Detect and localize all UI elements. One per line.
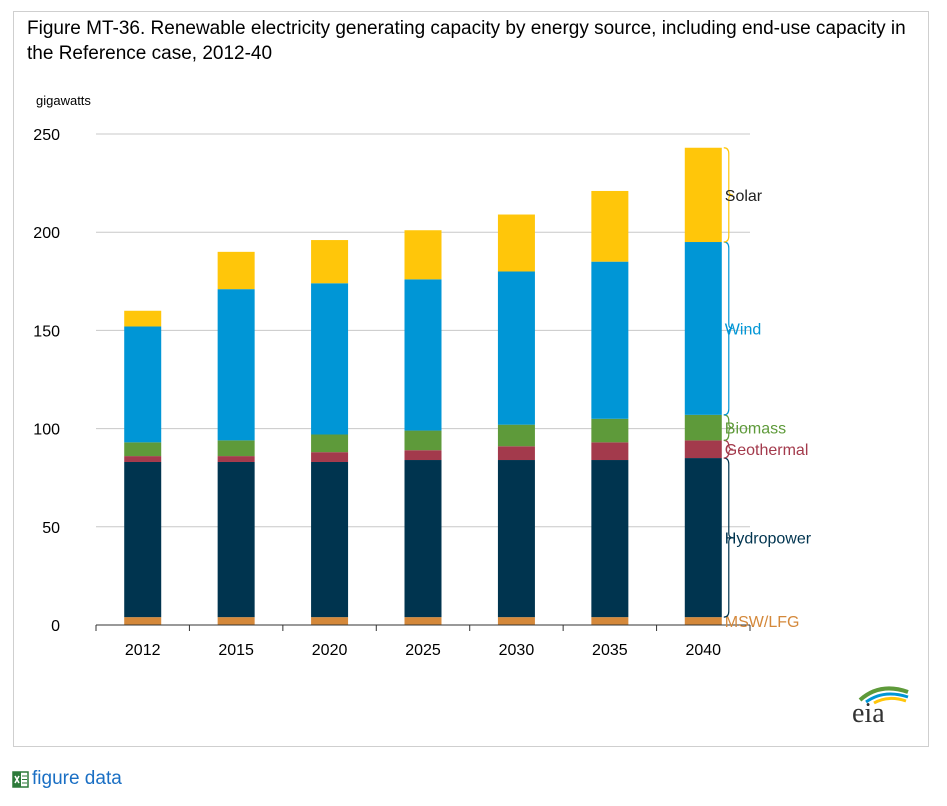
bar-segment-solar-2020	[311, 240, 349, 284]
y-tick-label: 200	[33, 225, 60, 242]
y-tick-label: 100	[33, 422, 60, 439]
bar-segment-wind-2030	[497, 271, 535, 425]
bar-segment-biomass-2030	[497, 424, 535, 447]
y-tick-label: 0	[51, 618, 60, 635]
bar-segment-biomass-2040	[684, 414, 722, 441]
legend-label-msw-lfg: MSW/LFG	[725, 614, 800, 631]
y-tick-label: 150	[33, 323, 60, 340]
bar-segment-geothermal-2015	[217, 456, 255, 462]
bar-segment-solar-2025	[404, 230, 442, 280]
bar-segment-solar-2015	[217, 251, 255, 290]
bar-segment-hydropower-2035	[591, 460, 629, 618]
bar-segment-geothermal-2012	[124, 456, 162, 462]
y-tick-label: 50	[42, 520, 60, 537]
bar-segment-msw-lfg-2020	[311, 617, 349, 625]
chart-title: Figure MT-36. Renewable electricity gene…	[27, 18, 906, 64]
legend-label-biomass: Biomass	[725, 421, 786, 438]
y-axis-unit-label: gigawatts	[36, 93, 91, 108]
y-tick-labels: 0 50 100 150 200 250	[33, 127, 60, 635]
bar-segment-geothermal-2035	[591, 442, 629, 461]
figure-data-link-label: figure data	[32, 768, 122, 789]
bar-segment-wind-2015	[217, 289, 255, 441]
legend-label-hydropower: Hydropower	[725, 531, 812, 548]
bar-segment-solar-2040	[684, 147, 722, 243]
bar-segment-wind-2025	[404, 279, 442, 431]
bar-segment-geothermal-2025	[404, 450, 442, 461]
x-axis: 2012 2015 2020 2025 2030 2035 2040	[95, 624, 751, 659]
bar-segment-solar-2012	[124, 310, 162, 327]
bar-segment-hydropower-2012	[124, 461, 162, 618]
bar-segment-wind-2035	[591, 261, 629, 419]
bar-segment-msw-lfg-2030	[497, 617, 535, 625]
bar-segment-msw-lfg-2035	[591, 617, 629, 625]
bar-segment-biomass-2015	[217, 440, 255, 457]
bar-segment-geothermal-2040	[684, 440, 722, 459]
bar-segment-msw-lfg-2040	[684, 617, 722, 625]
bar-segment-hydropower-2020	[311, 461, 349, 618]
bar-segment-biomass-2035	[591, 418, 629, 443]
bar-segment-wind-2020	[311, 283, 349, 435]
y-tick-label: 250	[33, 127, 60, 144]
legend-label-wind: Wind	[725, 321, 761, 338]
x-tick-label: 2015	[218, 642, 254, 659]
x-tick-label: 2025	[405, 642, 441, 659]
x-tick-label: 2035	[592, 642, 628, 659]
eia-logo: eia	[846, 680, 916, 729]
bar-segment-hydropower-2025	[404, 460, 442, 618]
legend: MSW/LFG Hydropower Geothermal Biomass Wind So…	[723, 147, 812, 631]
bar-segment-hydropower-2040	[684, 458, 722, 618]
x-tick-label: 2030	[499, 642, 535, 659]
bar-segment-hydropower-2015	[217, 461, 255, 618]
bar-segment-msw-lfg-2015	[217, 617, 255, 625]
bar-segment-solar-2030	[497, 214, 535, 272]
bar-segment-wind-2012	[124, 326, 162, 443]
excel-icon	[12, 770, 29, 788]
legend-label-geothermal: Geothermal	[725, 442, 809, 459]
bar-segment-geothermal-2020	[311, 452, 349, 462]
bar-segment-hydropower-2030	[497, 460, 535, 618]
bar-segment-msw-lfg-2012	[124, 617, 162, 625]
bar-segment-geothermal-2030	[497, 446, 535, 461]
figure-data-link[interactable]: figure data	[12, 768, 122, 790]
x-tick-label: 2020	[312, 642, 348, 659]
bar-segment-biomass-2025	[404, 430, 442, 451]
bar-segment-biomass-2012	[124, 442, 162, 457]
bar-segment-wind-2040	[684, 242, 722, 415]
legend-label-solar: Solar	[725, 188, 763, 205]
eia-logo-text: eia	[852, 698, 885, 726]
x-tick-label: 2040	[685, 642, 721, 659]
bars	[124, 147, 722, 625]
x-tick-label: 2012	[125, 642, 161, 659]
bar-segment-biomass-2020	[311, 434, 349, 453]
bar-segment-msw-lfg-2025	[404, 617, 442, 625]
bar-segment-solar-2035	[591, 190, 629, 262]
